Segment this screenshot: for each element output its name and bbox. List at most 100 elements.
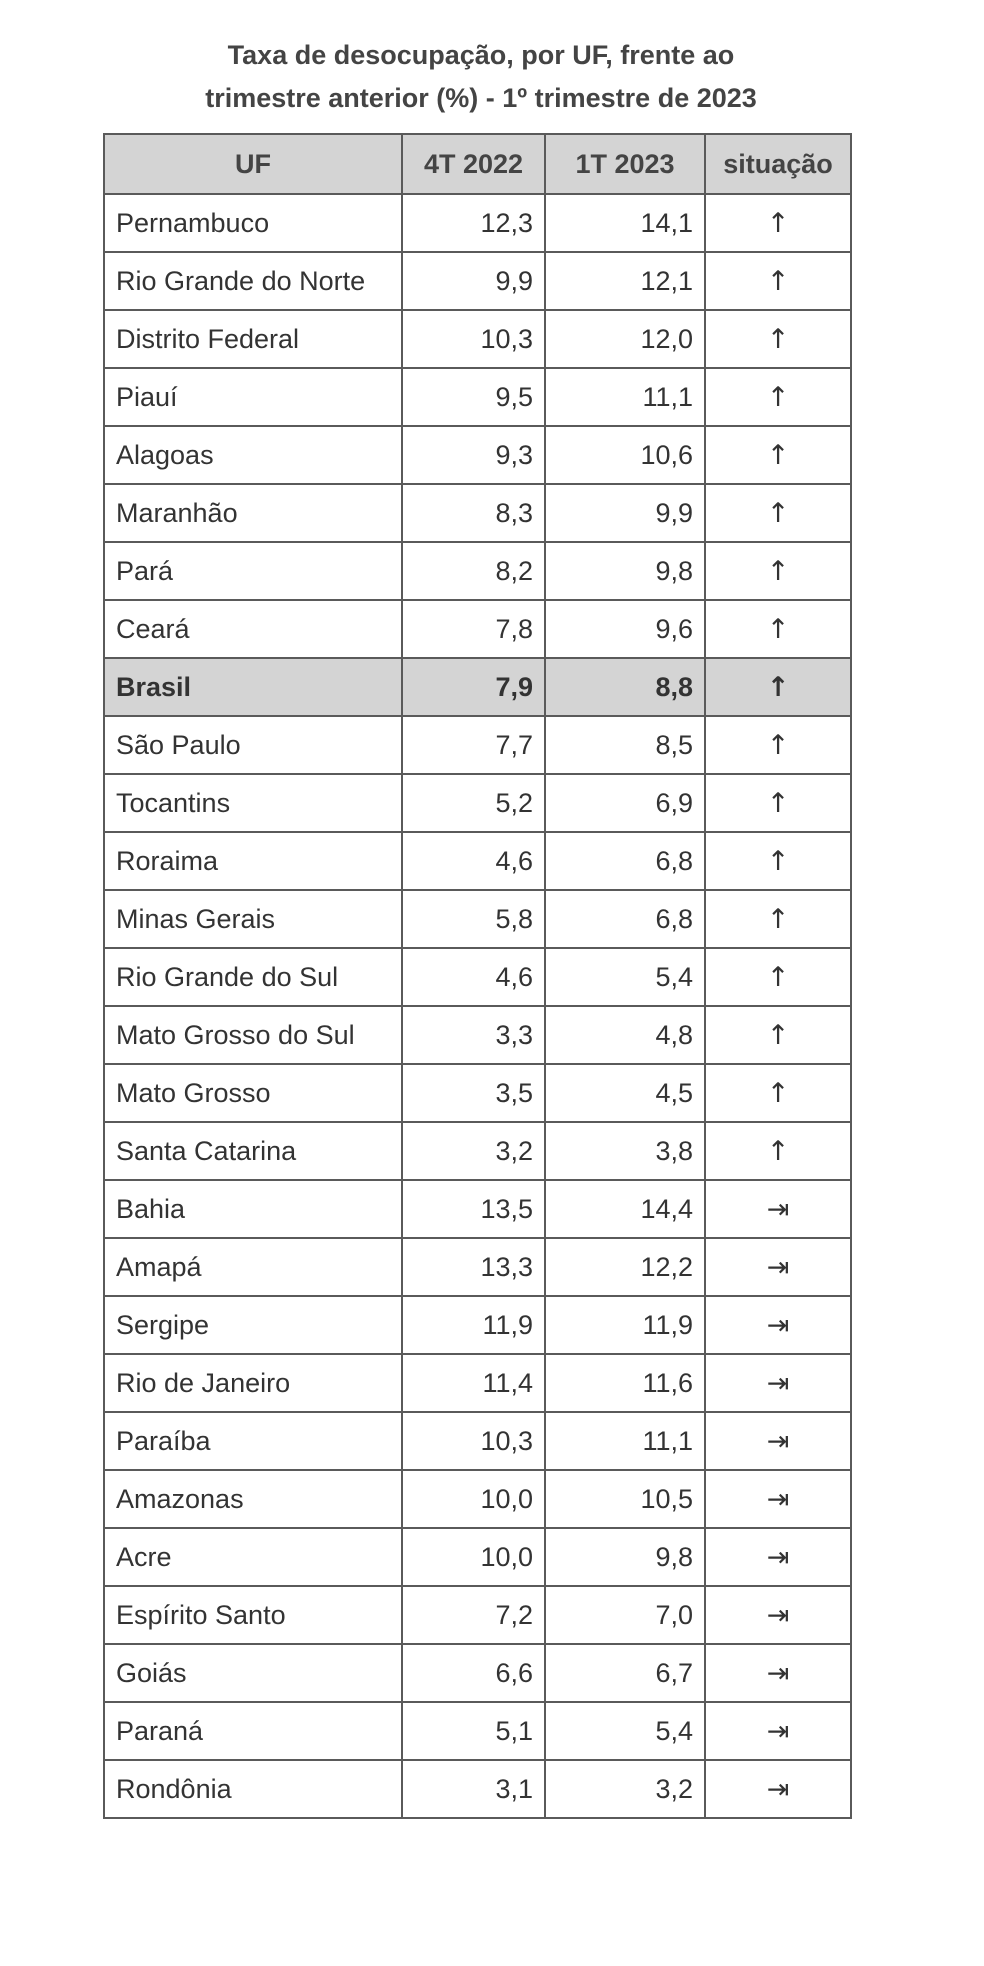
cell-1t-2023: 11,1 (544, 367, 706, 427)
arrow-up-icon: ↑ (704, 889, 852, 949)
cell-uf: Rio Grande do Norte (103, 251, 403, 311)
cell-4t-2022: 5,8 (401, 889, 546, 949)
table-row: Maranhão 8,3 9,9 ↑ (103, 483, 852, 543)
cell-1t-2023: 11,6 (544, 1353, 706, 1413)
cell-1t-2023: 6,8 (544, 831, 706, 891)
table-row: Espírito Santo 7,2 7,0 ⇥ (103, 1585, 852, 1645)
table-row: Acre 10,0 9,8 ⇥ (103, 1527, 852, 1587)
table-row: Distrito Federal 10,3 12,0 ↑ (103, 309, 852, 369)
arrow-up-icon: ↑ (704, 773, 852, 833)
cell-4t-2022: 3,2 (401, 1121, 546, 1181)
table-row: Goiás 6,6 6,7 ⇥ (103, 1643, 852, 1703)
cell-4t-2022: 11,4 (401, 1353, 546, 1413)
cell-uf: Rio de Janeiro (103, 1353, 403, 1413)
arrow-up-icon: ↑ (704, 599, 852, 659)
cell-uf: Piauí (103, 367, 403, 427)
cell-uf: Paraná (103, 1701, 403, 1761)
cell-uf: Ceará (103, 599, 403, 659)
cell-4t-2022: 7,7 (401, 715, 546, 775)
table-row: Paraná 5,1 5,4 ⇥ (103, 1701, 852, 1761)
arrow-up-icon: ↑ (704, 541, 852, 601)
arrow-right-bar-icon: ⇥ (704, 1643, 852, 1703)
table-row: Pernambuco 12,3 14,1 ↑ (103, 193, 852, 253)
cell-uf: Goiás (103, 1643, 403, 1703)
cell-uf: Rondônia (103, 1759, 403, 1819)
table-row: Tocantins 5,2 6,9 ↑ (103, 773, 852, 833)
cell-4t-2022: 9,9 (401, 251, 546, 311)
cell-1t-2023: 3,8 (544, 1121, 706, 1181)
cell-1t-2023: 4,8 (544, 1005, 706, 1065)
cell-1t-2023: 12,0 (544, 309, 706, 369)
cell-1t-2023: 6,8 (544, 889, 706, 949)
cell-1t-2023: 9,6 (544, 599, 706, 659)
cell-uf: Brasil (103, 657, 403, 717)
cell-1t-2023: 4,5 (544, 1063, 706, 1123)
cell-uf: Pará (103, 541, 403, 601)
cell-1t-2023: 11,9 (544, 1295, 706, 1355)
cell-1t-2023: 12,1 (544, 251, 706, 311)
cell-1t-2023: 14,1 (544, 193, 706, 253)
cell-1t-2023: 8,8 (544, 657, 706, 717)
table-row: Pará 8,2 9,8 ↑ (103, 541, 852, 601)
cell-uf: Sergipe (103, 1295, 403, 1355)
arrow-up-icon: ↑ (704, 251, 852, 311)
table-row-highlight: Brasil 7,9 8,8 ↑ (103, 657, 852, 717)
header-4t-2022: 4T 2022 (401, 133, 546, 195)
table-header-row: UF 4T 2022 1T 2023 situação (103, 133, 852, 195)
cell-1t-2023: 5,4 (544, 947, 706, 1007)
arrow-right-bar-icon: ⇥ (704, 1353, 852, 1413)
header-1t-2023: 1T 2023 (544, 133, 706, 195)
cell-4t-2022: 8,3 (401, 483, 546, 543)
cell-uf: Espírito Santo (103, 1585, 403, 1645)
arrow-right-bar-icon: ⇥ (704, 1701, 852, 1761)
table-row: Paraíba 10,3 11,1 ⇥ (103, 1411, 852, 1471)
arrow-up-icon: ↑ (704, 1063, 852, 1123)
cell-uf: Mato Grosso (103, 1063, 403, 1123)
cell-4t-2022: 4,6 (401, 831, 546, 891)
cell-uf: São Paulo (103, 715, 403, 775)
cell-4t-2022: 3,1 (401, 1759, 546, 1819)
table-row: Amazonas 10,0 10,5 ⇥ (103, 1469, 852, 1529)
cell-uf: Santa Catarina (103, 1121, 403, 1181)
cell-1t-2023: 5,4 (544, 1701, 706, 1761)
cell-4t-2022: 9,5 (401, 367, 546, 427)
cell-uf: Acre (103, 1527, 403, 1587)
arrow-up-icon: ↑ (704, 831, 852, 891)
cell-4t-2022: 10,0 (401, 1527, 546, 1587)
arrow-up-icon: ↑ (704, 947, 852, 1007)
cell-1t-2023: 7,0 (544, 1585, 706, 1645)
table-row: Rio Grande do Sul 4,6 5,4 ↑ (103, 947, 852, 1007)
cell-uf: Roraima (103, 831, 403, 891)
table-row: Alagoas 9,3 10,6 ↑ (103, 425, 852, 485)
cell-1t-2023: 14,4 (544, 1179, 706, 1239)
cell-1t-2023: 12,2 (544, 1237, 706, 1297)
table-row: Rondônia 3,1 3,2 ⇥ (103, 1759, 852, 1819)
cell-1t-2023: 9,8 (544, 541, 706, 601)
cell-4t-2022: 10,0 (401, 1469, 546, 1529)
arrow-right-bar-icon: ⇥ (704, 1469, 852, 1529)
table-row: Roraima 4,6 6,8 ↑ (103, 831, 852, 891)
arrow-right-bar-icon: ⇥ (704, 1237, 852, 1297)
cell-4t-2022: 10,3 (401, 309, 546, 369)
cell-uf: Amapá (103, 1237, 403, 1297)
cell-4t-2022: 6,6 (401, 1643, 546, 1703)
table-row: Rio Grande do Norte 9,9 12,1 ↑ (103, 251, 852, 311)
cell-4t-2022: 10,3 (401, 1411, 546, 1471)
cell-4t-2022: 7,9 (401, 657, 546, 717)
header-uf: UF (103, 133, 403, 195)
header-situacao: situação (704, 133, 852, 195)
arrow-up-icon: ↑ (704, 1005, 852, 1065)
cell-4t-2022: 13,3 (401, 1237, 546, 1297)
arrow-right-bar-icon: ⇥ (704, 1759, 852, 1819)
cell-4t-2022: 4,6 (401, 947, 546, 1007)
cell-4t-2022: 5,2 (401, 773, 546, 833)
cell-uf: Minas Gerais (103, 889, 403, 949)
cell-1t-2023: 6,7 (544, 1643, 706, 1703)
unemployment-table: UF 4T 2022 1T 2023 situação Pernambuco 12… (103, 133, 852, 1819)
cell-1t-2023: 8,5 (544, 715, 706, 775)
arrow-up-icon: ↑ (704, 715, 852, 775)
table-row: Amapá 13,3 12,2 ⇥ (103, 1237, 852, 1297)
cell-1t-2023: 3,2 (544, 1759, 706, 1819)
arrow-up-icon: ↑ (704, 367, 852, 427)
cell-uf: Mato Grosso do Sul (103, 1005, 403, 1065)
